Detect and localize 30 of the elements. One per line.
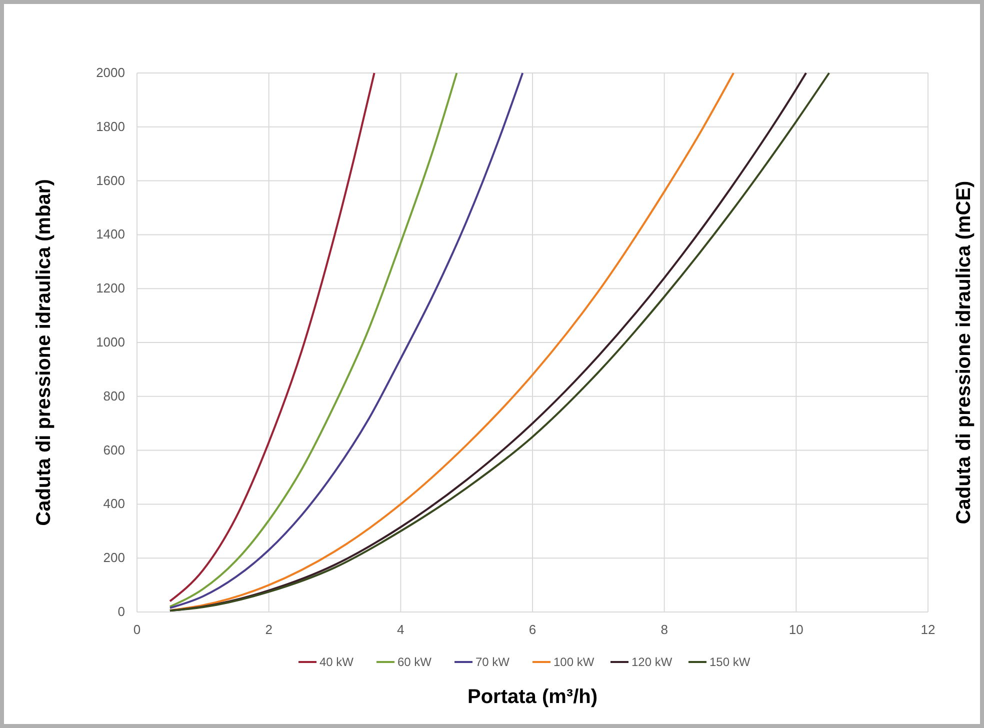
legend-label: 100 kW (554, 655, 595, 669)
legend-label: 120 kW (632, 655, 673, 669)
y-tick-label: 2000 (96, 65, 125, 80)
y-tick-label: 1800 (96, 118, 125, 134)
legend-label: 150 kW (710, 655, 751, 669)
x-axis-title: Portata (m³/h) (468, 686, 598, 708)
y-tick-label: 400 (103, 496, 125, 512)
legend-label: 70 kW (476, 655, 510, 669)
y-tick-label: 200 (103, 550, 125, 566)
y-tick-label: 800 (103, 388, 125, 404)
y-tick-label: 600 (103, 442, 125, 458)
legend-label: 60 kW (398, 655, 432, 669)
x-tick-label: 10 (788, 622, 804, 637)
x-tick-label: 8 (660, 622, 668, 637)
y-tick-label: 0 (118, 604, 125, 619)
y-tick-label: 1400 (96, 226, 125, 242)
x-tick-label: 6 (528, 622, 536, 637)
x-tick-label: 0 (133, 622, 141, 637)
y-tick-label: 1200 (96, 280, 125, 296)
x-tick-label: 4 (397, 622, 404, 637)
legend-label: 40 kW (320, 655, 354, 669)
y2-axis-title: Caduta di pressione idraulica (mCE) (953, 180, 975, 524)
x-tick-label: 12 (920, 622, 936, 637)
line-series (168, 72, 524, 609)
line-series (168, 72, 458, 608)
y-axis-title: Caduta di pressione idraulica (mbar) (33, 179, 55, 526)
line-series (168, 72, 376, 602)
x-tick-label: 2 (265, 622, 272, 637)
y-tick-label: 1600 (96, 172, 125, 188)
y-tick-label: 1000 (96, 334, 125, 350)
